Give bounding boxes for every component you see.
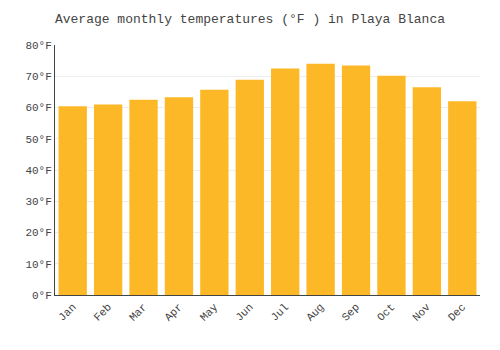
- svg-text:Average monthly temperatures (: Average monthly temperatures (°F ) in Pl…: [55, 12, 445, 27]
- svg-text:60°F: 60°F: [25, 102, 51, 114]
- svg-text:Feb: Feb: [92, 301, 114, 323]
- svg-text:Dec: Dec: [446, 301, 468, 323]
- svg-text:Apr: Apr: [162, 301, 184, 323]
- svg-text:Oct: Oct: [375, 301, 397, 323]
- svg-text:80°F: 80°F: [25, 40, 51, 52]
- svg-text:10°F: 10°F: [25, 259, 51, 271]
- svg-text:70°F: 70°F: [25, 71, 51, 83]
- svg-text:May: May: [198, 301, 221, 324]
- svg-text:Jun: Jun: [233, 301, 255, 323]
- svg-text:40°F: 40°F: [25, 165, 51, 177]
- svg-text:Nov: Nov: [410, 301, 433, 324]
- svg-text:0°F: 0°F: [32, 290, 52, 302]
- svg-text:20°F: 20°F: [25, 227, 51, 239]
- svg-text:Jul: Jul: [269, 301, 291, 323]
- svg-text:30°F: 30°F: [25, 196, 51, 208]
- svg-text:Aug: Aug: [304, 301, 326, 323]
- svg-text:Sep: Sep: [340, 301, 362, 323]
- svg-text:50°F: 50°F: [25, 134, 51, 146]
- svg-text:Jan: Jan: [56, 301, 78, 323]
- svg-text:Mar: Mar: [127, 301, 149, 323]
